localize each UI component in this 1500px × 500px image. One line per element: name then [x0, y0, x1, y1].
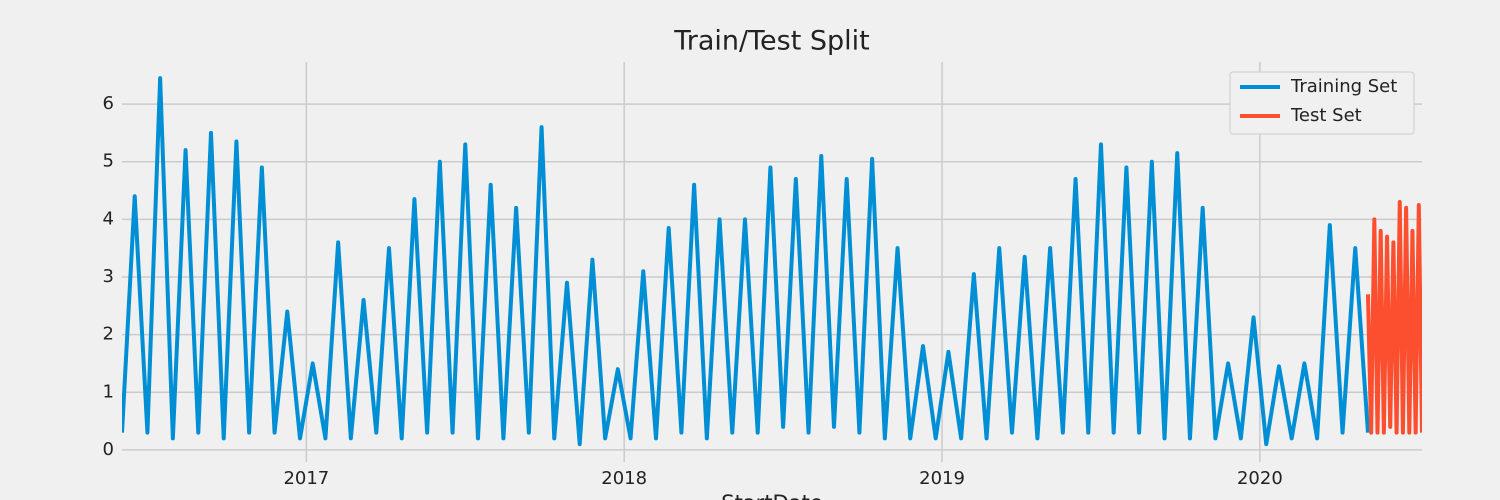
y-tick-label: 5 [103, 151, 114, 172]
legend-label: Training Set [1290, 76, 1397, 97]
x-tick-label: 2017 [283, 468, 329, 489]
x-tick-label: 2020 [1237, 468, 1283, 489]
x-axis-label: StartDate [721, 491, 823, 500]
y-tick-label: 6 [103, 93, 114, 114]
line-series [122, 76, 1370, 447]
legend-label: Test Set [1290, 105, 1362, 126]
y-tick-label: 2 [103, 324, 114, 345]
y-tick-label: 1 [103, 381, 114, 402]
x-tick-label: 2019 [919, 468, 965, 489]
chart-title: Train/Test Split [673, 26, 870, 57]
y-tick-label: 3 [103, 266, 114, 287]
x-tick-label: 2018 [601, 468, 647, 489]
line-series [1365, 200, 1422, 435]
y-tick-label: 4 [103, 208, 114, 229]
y-tick-label: 0 [103, 439, 114, 460]
